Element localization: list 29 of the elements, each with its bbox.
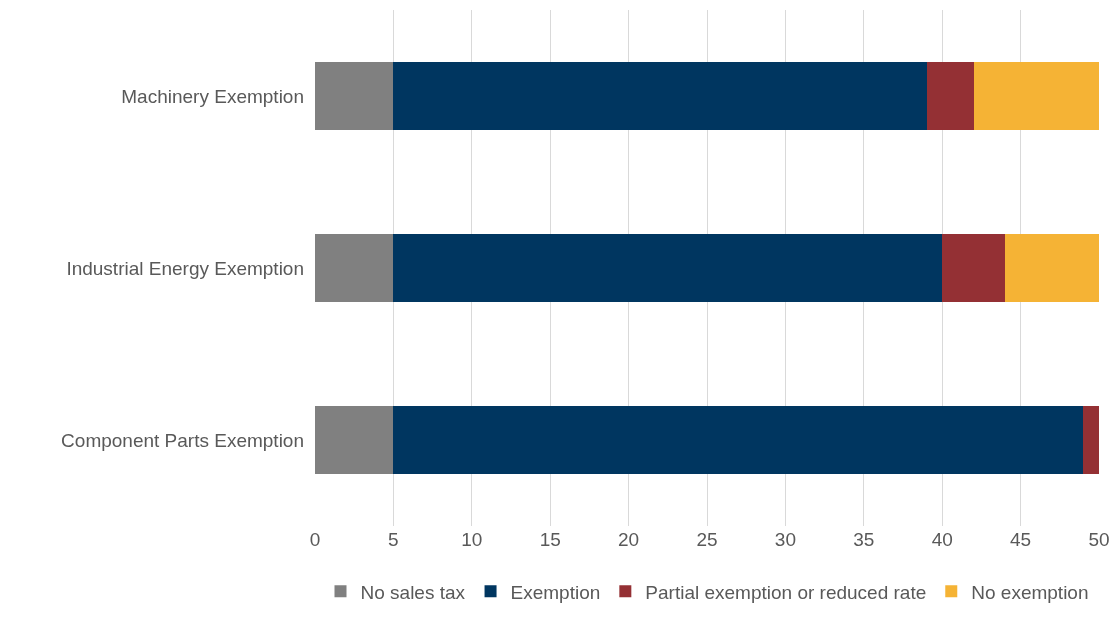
y-tick-label: Component Parts Exemption	[61, 429, 304, 451]
bar	[942, 233, 1005, 303]
legend-label: No sales tax	[360, 581, 466, 603]
x-tick-label: 5	[388, 529, 399, 550]
x-tick-label: 10	[461, 529, 483, 550]
bar	[315, 233, 394, 303]
x-tick-label: 40	[931, 529, 953, 550]
y-tick-label: Industrial Energy Exemption	[66, 257, 304, 279]
x-tick-label: 0	[309, 529, 321, 550]
bar	[315, 61, 394, 131]
bar	[393, 61, 927, 131]
x-tick-label: 15	[539, 529, 561, 550]
legend-label: Partial exemption or reduced rate	[645, 581, 927, 603]
bar	[1004, 233, 1099, 303]
bar	[315, 405, 394, 475]
bar	[926, 61, 974, 131]
x-tick-label: 35	[853, 529, 875, 550]
bar	[1083, 405, 1099, 475]
y-tick-label: Machinery Exemption	[121, 85, 304, 107]
x-tick-label: 25	[696, 529, 718, 550]
legend-label: Exemption	[510, 581, 601, 603]
legend-label: No exemption	[971, 581, 1089, 603]
x-tick-label: 30	[774, 529, 796, 550]
bar	[393, 233, 943, 303]
x-tick-label: 20	[618, 529, 640, 550]
x-tick-label: 45	[1010, 529, 1032, 550]
x-tick-label: 50	[1088, 529, 1110, 550]
bar	[973, 61, 1099, 131]
bar	[393, 405, 1084, 475]
